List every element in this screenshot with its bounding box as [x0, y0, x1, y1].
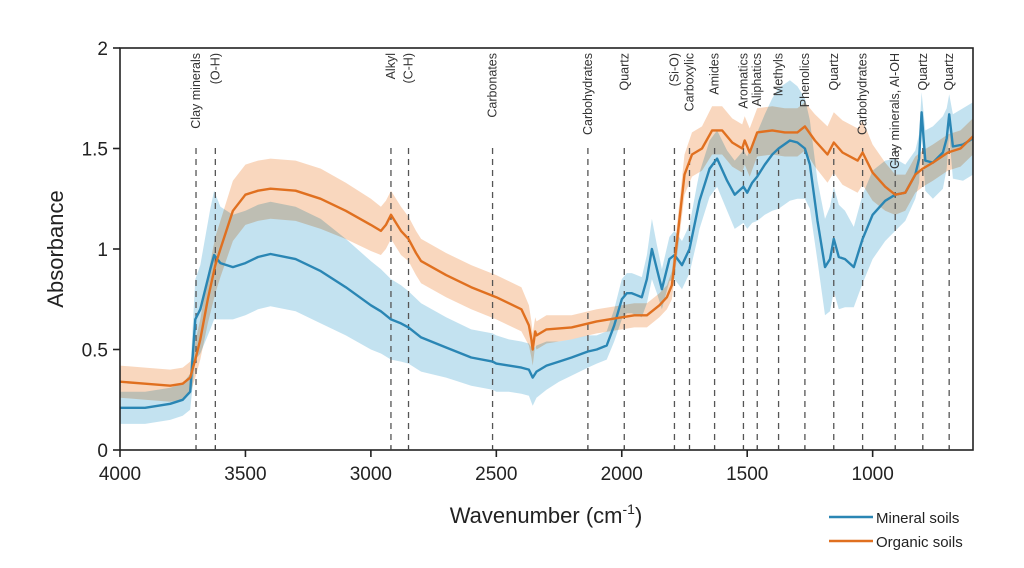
x-axis-title: Wavenumber (cm-1) — [450, 501, 643, 528]
annotation-label-clay-minerals-al-oh: Clay minerals, Al-OH — [888, 53, 902, 169]
line-organic-soils — [119, 125, 974, 387]
annotation-label-quartz: Quartz — [827, 53, 841, 91]
x-axis-title-suffix: ) — [635, 503, 642, 528]
legend-label-organic-soils: Organic soils — [876, 534, 963, 551]
x-tick-label: 3500 — [224, 464, 266, 485]
x-tick-label: 2500 — [475, 464, 517, 485]
x-tick-label: 3000 — [350, 464, 392, 485]
annotation-label-alkyl: Alkyl — [384, 53, 398, 79]
band-organic-soils — [120, 102, 973, 402]
x-tick-label: 1000 — [852, 464, 894, 485]
annotation-labels: Clay minerals (O-H) Alkyl (C-H) Carbonates Ca… — [189, 53, 956, 169]
series-lines — [119, 111, 974, 409]
annotation-label-methyls: Methyls — [772, 53, 786, 96]
annotation-label-carbohydrates: Carbohydrates — [856, 53, 870, 135]
confidence-bands — [120, 80, 973, 424]
x-axis-ticks: 4000 3500 3000 2500 2000 1500 1000 — [99, 446, 950, 485]
annotation-label-carbohydrates: Carbohydrates — [581, 53, 595, 135]
y-tick-label: 1 — [97, 240, 108, 261]
y-tick-label: 0 — [97, 441, 108, 462]
y-tick-label: 0.5 — [82, 341, 108, 362]
annotation-label-quartz: Quartz — [942, 53, 956, 91]
line-mineral-soils — [120, 111, 974, 409]
legend: Mineral soils Organic soils — [829, 510, 963, 551]
annotation-label-clay-minerals: Clay minerals — [189, 53, 203, 129]
annotation-label-aromatics: Aromatics — [736, 53, 750, 109]
annotation-label-phenolics: Phenolics — [798, 53, 812, 107]
annotation-label-si-o: (Si-O) — [667, 53, 681, 86]
y-axis-title: Absorbance — [43, 190, 68, 307]
annotation-label-carbonates: Carbonates — [486, 53, 500, 118]
y-tick-label: 1.5 — [82, 140, 108, 161]
annotation-label-carboxylic: Carboxylic — [683, 53, 697, 111]
annotation-label-quartz: Quartz — [617, 53, 631, 91]
band-mineral-soils — [120, 80, 973, 424]
x-tick-label: 4000 — [99, 464, 141, 485]
y-axis-ticks: 0 0.5 1 1.5 2 — [82, 39, 120, 462]
x-tick-label: 2000 — [601, 464, 643, 485]
annotation-label-amides: Amides — [708, 53, 722, 95]
annotation-label-aliphatics: Aliphatics — [750, 53, 764, 107]
x-axis-title-main: Wavenumber (cm — [450, 503, 623, 528]
annotation-label-c-h: (C-H) — [402, 53, 416, 84]
x-axis-title-superscript: -1 — [623, 501, 636, 517]
y-tick-label: 2 — [97, 39, 108, 60]
annotation-label-o-h: (O-H) — [208, 53, 222, 84]
x-tick-label: 1500 — [726, 464, 768, 485]
annotation-label-quartz: Quartz — [916, 53, 930, 91]
legend-label-mineral-soils: Mineral soils — [876, 510, 959, 527]
